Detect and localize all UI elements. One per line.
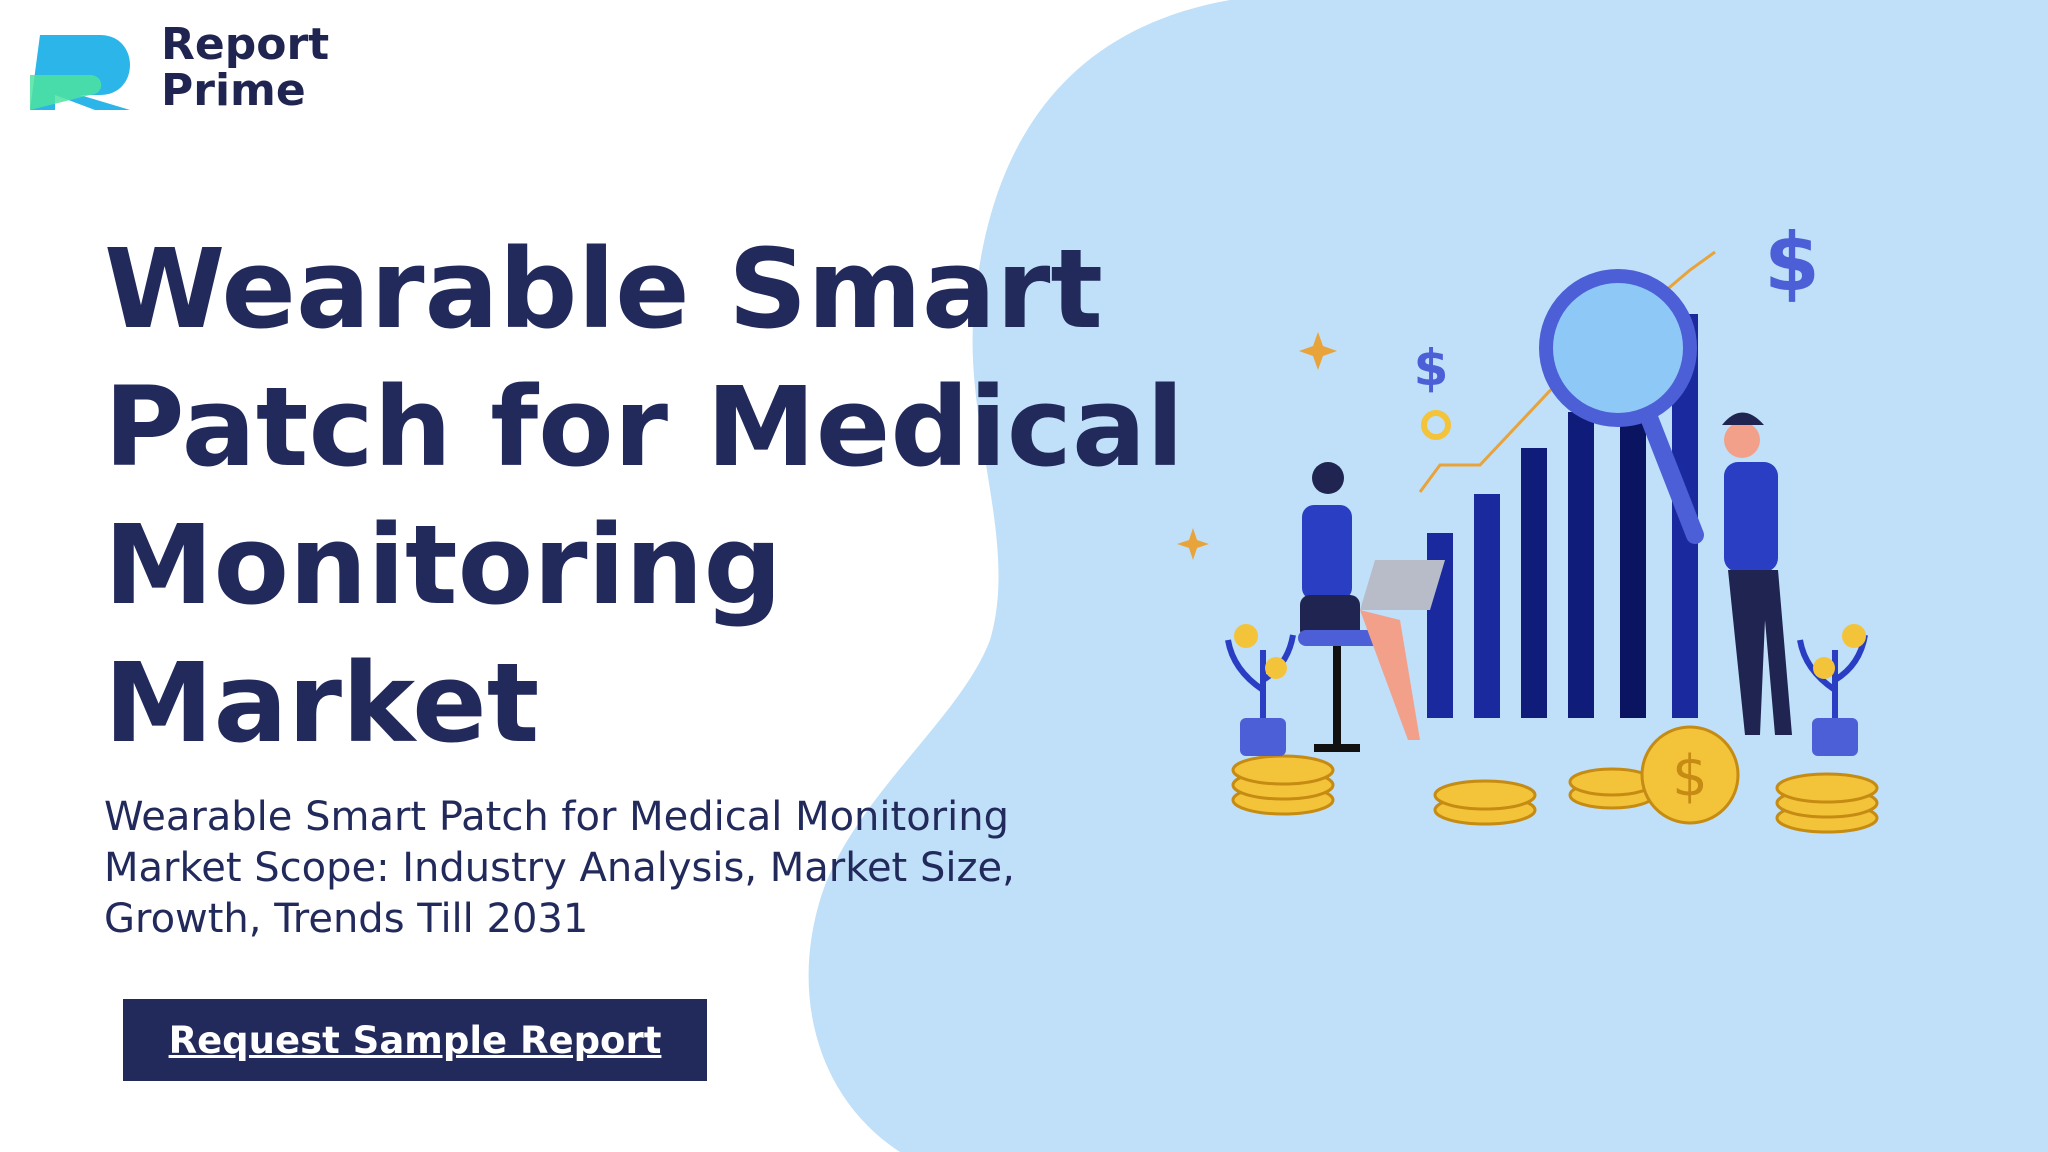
subtitle-line: Market Scope: Industry Analysis, Market … <box>104 845 1015 891</box>
logo-line: Prime <box>161 65 306 116</box>
svg-text:$: $ <box>1672 744 1708 809</box>
title-line: Monitoring <box>104 501 783 629</box>
svg-text:$: $ <box>1764 216 1820 309</box>
svg-text:$: $ <box>1414 339 1449 397</box>
logo-text: Report Prime <box>161 22 329 114</box>
title: Wearable Smart Patch for Medical Monitor… <box>104 220 1184 772</box>
logo-line: Report <box>161 19 330 70</box>
logo-mark <box>30 35 130 110</box>
illustration: $ $ $ <box>1177 216 1879 834</box>
subtitle: Wearable Smart Patch for Medical Monitor… <box>104 792 1015 945</box>
title-line: Wearable Smart <box>104 225 1103 353</box>
title-line: Market <box>104 639 540 767</box>
subtitle-line: Wearable Smart Patch for Medical Monitor… <box>104 794 1009 840</box>
subtitle-line: Growth, Trends Till 2031 <box>104 896 589 942</box>
title-line: Patch for Medical <box>104 363 1184 491</box>
request-sample-button[interactable]: Request Sample Report <box>123 999 707 1081</box>
